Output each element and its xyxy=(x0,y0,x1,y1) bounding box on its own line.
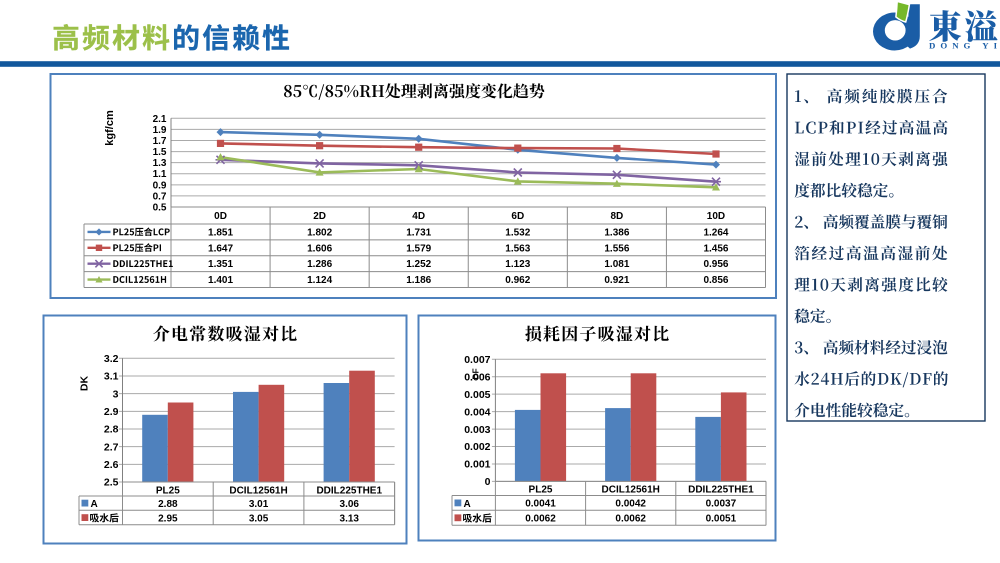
svg-text:PL25: PL25 xyxy=(529,485,553,496)
svg-text:1.124: 1.124 xyxy=(307,275,332,286)
svg-text:1.532: 1.532 xyxy=(505,227,530,238)
svg-text:DF: DF xyxy=(471,368,481,379)
svg-text:0.003: 0.003 xyxy=(464,424,490,436)
svg-text:1.456: 1.456 xyxy=(703,243,728,254)
svg-text:1.802: 1.802 xyxy=(307,227,332,238)
svg-text:0.001: 0.001 xyxy=(464,459,490,471)
svg-text:10D: 10D xyxy=(707,211,725,222)
svg-text:2.88: 2.88 xyxy=(158,499,178,510)
svg-text:1.851: 1.851 xyxy=(208,227,233,238)
svg-text:1.081: 1.081 xyxy=(604,259,629,270)
svg-text:DK: DK xyxy=(79,376,91,392)
svg-text:1.401: 1.401 xyxy=(208,275,233,286)
svg-text:0.005: 0.005 xyxy=(464,389,490,401)
svg-text:2.1: 2.1 xyxy=(153,114,167,125)
svg-text:1.563: 1.563 xyxy=(505,243,530,254)
svg-text:0.856: 0.856 xyxy=(703,275,728,286)
svg-text:3.06: 3.06 xyxy=(340,499,360,510)
svg-text:0.0051: 0.0051 xyxy=(706,514,737,525)
svg-text:2D: 2D xyxy=(313,211,326,222)
svg-text:0.0062: 0.0062 xyxy=(525,514,556,525)
svg-text:0.5: 0.5 xyxy=(153,203,167,214)
svg-text:1.579: 1.579 xyxy=(406,243,431,254)
svg-text:0D: 0D xyxy=(214,211,227,222)
svg-text:1.647: 1.647 xyxy=(208,243,233,254)
svg-text:1.286: 1.286 xyxy=(307,259,332,270)
svg-text:1.7: 1.7 xyxy=(153,136,167,147)
svg-text:0.0062: 0.0062 xyxy=(615,514,646,525)
svg-text:0.007: 0.007 xyxy=(464,354,490,366)
svg-text:2.7: 2.7 xyxy=(104,441,119,453)
svg-text:1.252: 1.252 xyxy=(406,259,431,270)
svg-text:DCIL12561H: DCIL12561H xyxy=(229,485,287,496)
svg-text:3.2: 3.2 xyxy=(104,353,119,365)
svg-text:0.7: 0.7 xyxy=(153,191,167,202)
svg-text:DCIL12561H: DCIL12561H xyxy=(602,485,660,496)
svg-text:DONG YI: DONG YI xyxy=(929,41,1000,51)
svg-text:0.0037: 0.0037 xyxy=(706,499,737,510)
svg-text:0.921: 0.921 xyxy=(604,275,629,286)
svg-text:1.264: 1.264 xyxy=(703,227,728,238)
svg-text:0.004: 0.004 xyxy=(464,406,490,418)
svg-text:A: A xyxy=(464,499,471,510)
svg-text:kgf/cm: kgf/cm xyxy=(104,110,116,146)
svg-text:0.002: 0.002 xyxy=(464,441,490,453)
svg-text:0: 0 xyxy=(485,476,491,488)
svg-text:3: 3 xyxy=(113,388,119,400)
svg-text:0.956: 0.956 xyxy=(703,259,728,270)
svg-text:0.9: 0.9 xyxy=(153,180,167,191)
svg-text:1.5: 1.5 xyxy=(153,147,167,158)
svg-text:1.1: 1.1 xyxy=(153,169,167,180)
svg-text:0.962: 0.962 xyxy=(505,275,530,286)
svg-text:1.556: 1.556 xyxy=(604,243,629,254)
svg-text:A: A xyxy=(91,499,98,510)
svg-text:2.9: 2.9 xyxy=(104,406,119,418)
svg-text:2.95: 2.95 xyxy=(158,513,178,524)
svg-text:1.386: 1.386 xyxy=(604,227,629,238)
svg-text:DDIL225THE1: DDIL225THE1 xyxy=(316,485,382,496)
svg-text:0.0042: 0.0042 xyxy=(615,499,646,510)
svg-text:0.0041: 0.0041 xyxy=(525,499,556,510)
svg-text:2.8: 2.8 xyxy=(104,424,119,436)
svg-text:3.13: 3.13 xyxy=(340,513,360,524)
svg-text:PL25: PL25 xyxy=(156,485,180,496)
svg-text:6D: 6D xyxy=(511,211,524,222)
svg-text:2.6: 2.6 xyxy=(104,459,119,471)
svg-text:1.186: 1.186 xyxy=(406,275,431,286)
svg-text:1.3: 1.3 xyxy=(153,158,167,169)
svg-text:3.05: 3.05 xyxy=(249,513,269,524)
svg-text:1.606: 1.606 xyxy=(307,243,332,254)
svg-text:1.9: 1.9 xyxy=(153,125,167,136)
svg-text:1.351: 1.351 xyxy=(208,259,233,270)
svg-text:DDIL225THE1: DDIL225THE1 xyxy=(688,485,754,496)
svg-text:0.006: 0.006 xyxy=(464,371,490,383)
svg-text:8D: 8D xyxy=(610,211,623,222)
svg-text:1.123: 1.123 xyxy=(505,259,530,270)
svg-text:1.731: 1.731 xyxy=(406,227,431,238)
svg-text:4D: 4D xyxy=(412,211,425,222)
svg-text:3.1: 3.1 xyxy=(104,371,119,383)
svg-text:3.01: 3.01 xyxy=(249,499,269,510)
svg-text:2.5: 2.5 xyxy=(104,477,119,489)
